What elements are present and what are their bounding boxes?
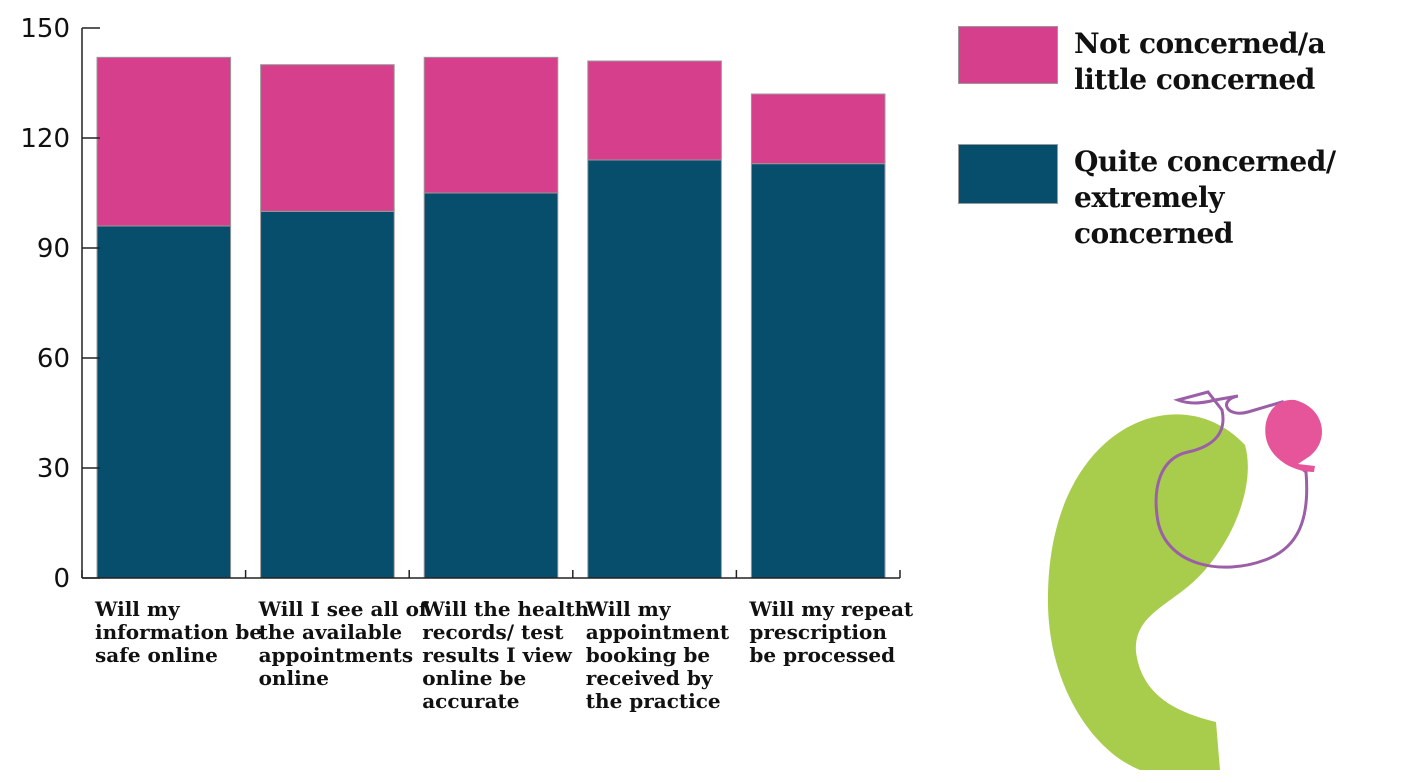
stacked-bar-chart: 0 30 60 90 120 150 <box>20 14 901 594</box>
quote-marks-icon <box>1047 390 1322 770</box>
axes-group: 0 30 60 90 120 150 <box>20 14 901 594</box>
bar-segment-5-series-2 <box>750 93 886 165</box>
bar-segment-2-series-2 <box>260 64 395 212</box>
y-tick-label: 60 <box>37 344 70 374</box>
bar-segment-1-series-2 <box>96 56 232 227</box>
x-category-label: Will I see all of the available appointm… <box>258 597 428 690</box>
legend-item-quite-concerned: Quite concerned/ extremely concerned <box>958 144 1374 252</box>
legend-label-quite-concerned: Quite concerned/ extremely concerned <box>1074 145 1336 250</box>
legend-swatch-quite-concerned <box>958 144 1058 204</box>
legend-swatch-not-concerned <box>958 26 1058 84</box>
purple-quote-mark-icon <box>1154 390 1309 569</box>
x-category-label: Will my information be safe online <box>95 597 263 667</box>
bar-segment-5-series-1 <box>750 163 886 579</box>
legend-label-not-concerned: Not concerned/a little concerned <box>1074 27 1326 96</box>
y-tick-label: 90 <box>37 234 70 264</box>
y-tick-label: 0 <box>53 564 70 594</box>
bar-segment-4-series-2 <box>587 60 722 161</box>
bar-segment-3-series-2 <box>423 56 559 194</box>
legend-item-not-concerned: Not concerned/a little concerned <box>958 26 1374 98</box>
pink-quote-mark-icon <box>1265 399 1322 472</box>
x-category-label: Will the health records/ test results I … <box>422 597 590 713</box>
bars-group <box>96 56 886 579</box>
green-quote-mark-icon <box>1047 414 1248 770</box>
y-tick-label: 150 <box>20 14 70 44</box>
bar-segment-2-series-1 <box>260 210 395 579</box>
x-category-label: Will my repeat prescription be processed <box>749 597 914 667</box>
y-tick-label: 120 <box>20 124 70 154</box>
y-tick-label: 30 <box>37 454 70 484</box>
bar-segment-4-series-1 <box>587 159 722 579</box>
bar-segment-3-series-1 <box>423 192 559 579</box>
x-category-label: Will my appointment booking be received … <box>585 597 730 713</box>
bar-segment-1-series-1 <box>96 225 232 579</box>
